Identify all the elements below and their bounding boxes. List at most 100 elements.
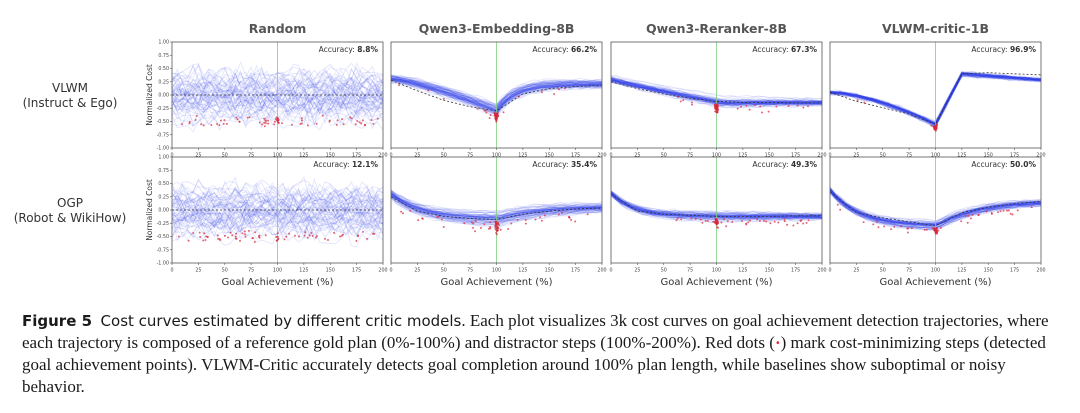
x-tick-label: 0 — [609, 268, 612, 274]
minima-dot — [839, 208, 842, 211]
minima-dot — [409, 209, 412, 212]
x-tick-label: 200 — [378, 153, 387, 159]
minima-dot — [540, 219, 543, 222]
minima-dots — [400, 209, 589, 236]
minima-dot — [936, 232, 939, 235]
minima-dot — [265, 120, 268, 123]
minima-dot — [308, 234, 311, 237]
minima-dot — [534, 218, 537, 221]
minima-dot — [360, 122, 363, 125]
minima-dot — [356, 120, 359, 122]
minima-dot — [496, 112, 498, 115]
x-tick-label: 100 — [273, 153, 282, 159]
caption-text-2: ) mark cost-minimizing steps (detected g… — [22, 333, 1046, 396]
minima-dot — [217, 237, 220, 240]
x-tick-label: 0 — [389, 268, 392, 274]
minima-dot — [775, 105, 778, 108]
minima-dot — [933, 125, 936, 128]
y-axis-label: Normalized Cost — [145, 64, 154, 126]
minima-dot — [257, 235, 260, 238]
minima-dot — [324, 237, 326, 240]
minima-dot — [740, 220, 743, 222]
minima-dots — [676, 95, 809, 114]
accuracy-annotation: Accuracy: 49.3% — [752, 160, 817, 169]
x-tick-label: 75 — [467, 153, 473, 159]
minima-dot — [427, 89, 430, 92]
minima-dots — [177, 229, 376, 243]
x-tick-label: 100 — [712, 268, 721, 274]
minima-dot — [311, 235, 314, 237]
minima-dot — [756, 218, 758, 221]
minima-dot — [357, 235, 359, 238]
minima-dot — [300, 119, 303, 122]
x-tick-label: 200 — [597, 153, 606, 159]
minima-dot — [524, 219, 527, 221]
minima-dot — [517, 95, 520, 98]
minima-dot — [358, 121, 361, 124]
minima-dot — [194, 119, 197, 121]
accuracy-prefix: Accuracy: — [971, 160, 1010, 169]
minima-dot — [188, 120, 191, 123]
mean-cost-line — [391, 79, 602, 112]
minima-dot — [862, 221, 865, 224]
x-tick-label: 125 — [518, 268, 527, 274]
minima-dot — [1007, 209, 1010, 212]
minima-dot — [327, 239, 329, 241]
minima-dots — [836, 203, 1033, 235]
minima-dot — [243, 230, 246, 233]
minima-dot — [355, 239, 358, 242]
caption-text-1: . Each plot visualizes 3k cost curves on… — [22, 311, 1049, 352]
minima-dot — [933, 227, 936, 230]
minima-dot — [802, 222, 805, 225]
accuracy-value: 12.1% — [352, 160, 379, 169]
minima-dot — [398, 84, 401, 87]
x-tick-label: 25 — [634, 153, 640, 159]
minima-dot — [574, 220, 577, 223]
x-tick-label: 175 — [791, 268, 800, 274]
minima-dot — [715, 219, 718, 222]
minima-dot — [964, 214, 967, 217]
minima-dot — [496, 225, 499, 228]
chart-panel: 0 25 50 75 100 125 150 175 200 Accuracy: 67.3% — [609, 41, 827, 159]
minima-dot — [229, 231, 232, 234]
x-tick-label: 125 — [738, 268, 747, 274]
minima-dot — [930, 124, 933, 127]
minima-dot — [246, 116, 249, 119]
minima-dot — [203, 232, 206, 235]
minima-dot — [745, 104, 748, 107]
row-label-line1: VLWM — [52, 81, 88, 95]
minima-dot — [906, 227, 909, 230]
minima-dot — [402, 212, 404, 215]
x-tick-label: 200 — [817, 153, 826, 159]
y-tick-label: 0.50 — [158, 181, 169, 187]
minima-dot — [701, 221, 704, 224]
minima-dot — [937, 229, 940, 232]
minima-dot — [805, 221, 808, 224]
minima-dot — [304, 231, 307, 234]
minima-dot — [234, 235, 237, 238]
minima-dot — [236, 118, 239, 121]
x-tick-label: 25 — [195, 268, 201, 274]
minima-dot — [773, 220, 776, 223]
figure-caption: Figure 5 Cost curves estimated by differ… — [22, 310, 1058, 398]
minima-dot — [276, 235, 279, 238]
minima-dot — [999, 210, 1002, 213]
x-tick-label: 200 — [597, 268, 606, 274]
minima-dot — [717, 226, 720, 229]
x-tick-label: 175 — [571, 268, 580, 274]
row-label-line2: (Robot & WikiHow) — [14, 211, 127, 225]
minima-dot — [247, 229, 250, 232]
minima-dot — [792, 224, 795, 227]
minima-dot — [485, 111, 488, 114]
minima-dot — [967, 214, 970, 217]
y-tick-label: 1.00 — [158, 155, 169, 161]
minima-dot — [763, 219, 765, 222]
minima-dot — [495, 119, 498, 122]
x-tick-label: 100 — [712, 153, 721, 159]
minima-dot — [777, 221, 780, 224]
minima-dot — [524, 222, 527, 225]
minima-dot — [872, 223, 875, 226]
minima-dot — [263, 121, 266, 124]
minima-dot — [679, 100, 682, 103]
